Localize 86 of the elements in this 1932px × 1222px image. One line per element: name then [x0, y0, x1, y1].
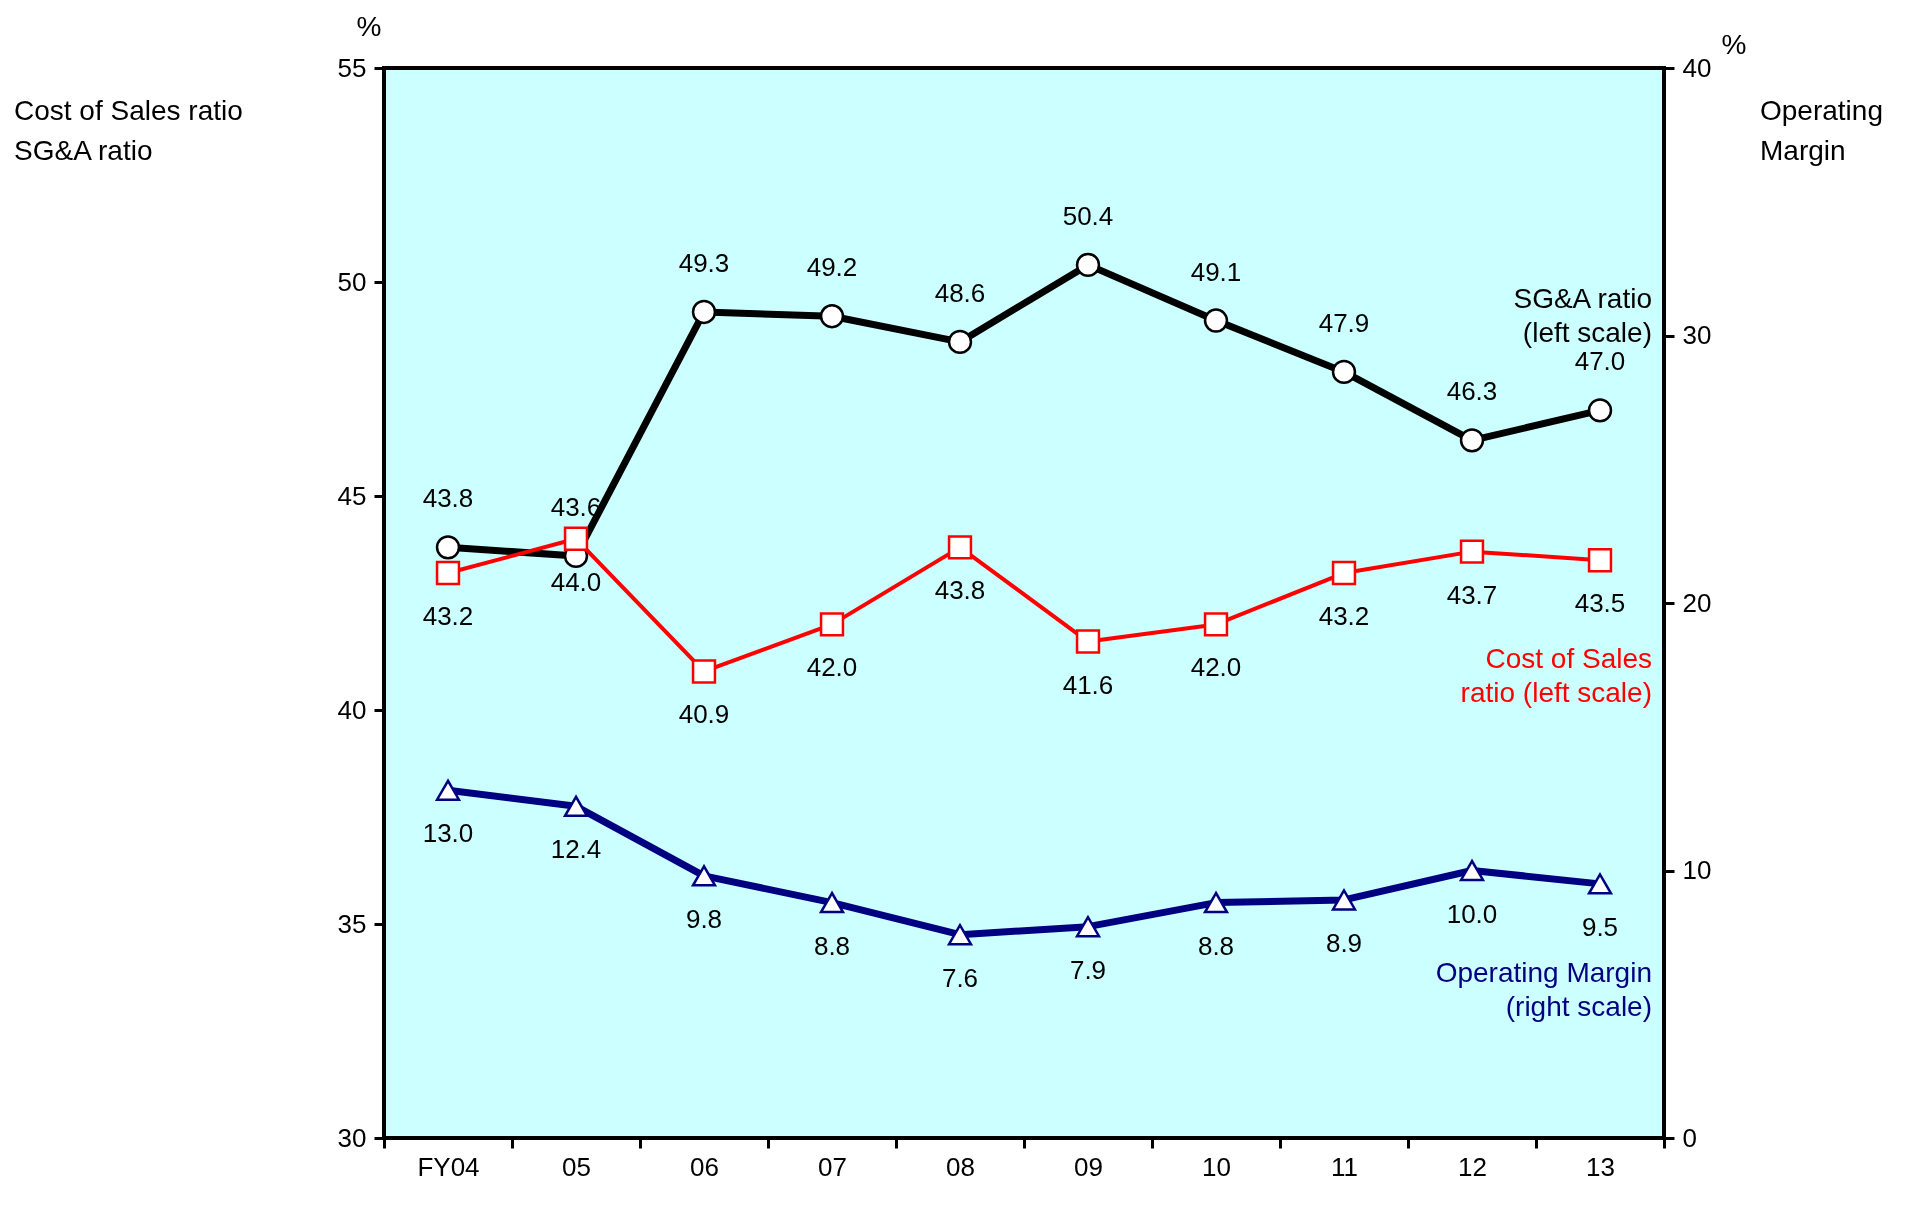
data-label: 13.0 [422, 818, 474, 849]
point [1203, 308, 1229, 333]
point [563, 526, 589, 551]
data-label: 10.0 [1446, 898, 1498, 929]
point [435, 779, 461, 801]
data-label: 48.6 [934, 277, 986, 308]
data-label: 46.3 [1446, 376, 1498, 407]
data-label: 43.8 [422, 483, 474, 514]
x-tick-label: FY04 [417, 1151, 480, 1182]
point [1331, 359, 1357, 385]
y-tick-label: 50 [337, 266, 367, 297]
point [691, 865, 717, 887]
x-tick-label: 07 [818, 1151, 847, 1182]
point [1203, 612, 1229, 637]
text: Operating Margin (right scale) [1435, 956, 1652, 1022]
data-label: 41.6 [1062, 669, 1114, 700]
x-tick-label: 11 [1331, 1151, 1358, 1182]
x-tick-label: 06 [690, 1151, 719, 1182]
data-label: 43.8 [934, 575, 986, 606]
x-tick-label: 08 [946, 1151, 975, 1182]
point [1587, 873, 1613, 895]
point [691, 659, 717, 684]
x-tick-label: 10 [1202, 1151, 1231, 1182]
point [1331, 560, 1357, 586]
y2-tick-label: 40 [1682, 52, 1712, 83]
point [819, 891, 845, 914]
point [947, 329, 973, 355]
point [563, 795, 589, 818]
x-tick-label: 13 [1586, 1151, 1615, 1182]
y-tick-label: 45 [337, 480, 367, 511]
data-label: 43.2 [422, 601, 474, 632]
data-label: 7.9 [1069, 954, 1107, 985]
point [435, 560, 461, 586]
y-tick-label: 40 [337, 694, 367, 725]
data-label: 49.2 [806, 252, 858, 283]
y-tick-label: 55 [337, 52, 367, 83]
y2-tick-label: 20 [1682, 587, 1712, 618]
y2-tick-label: 10 [1682, 855, 1712, 885]
point [1331, 889, 1357, 911]
text: SG&A ratio (left scale) [1513, 283, 1652, 349]
data-label: 43.5 [1574, 588, 1626, 619]
data-label: 49.1 [1190, 256, 1242, 287]
point [1075, 915, 1101, 938]
y-tick-label: 30 [337, 1122, 367, 1153]
y2-tick-label: 0 [1682, 1122, 1697, 1153]
point [819, 304, 845, 329]
point [1203, 891, 1229, 914]
point [1587, 398, 1613, 423]
point [1075, 252, 1101, 278]
data-label: 49.3 [678, 247, 730, 278]
x-tick-label: 12 [1458, 1151, 1487, 1182]
data-label: 47.9 [1318, 307, 1370, 338]
data-label: 8.8 [1197, 930, 1235, 961]
data-label: 12.4 [550, 834, 602, 865]
data-label: 47.0 [1574, 346, 1626, 377]
text: Cost of Sales ratio (left scale) [1460, 643, 1652, 709]
point [1459, 428, 1485, 453]
point [1459, 859, 1485, 882]
x-tick-label: 05 [562, 1151, 591, 1182]
data-label: 42.0 [1190, 652, 1242, 683]
text: % [356, 11, 382, 42]
data-label: 42.0 [806, 652, 858, 683]
y-tick-label: 35 [337, 908, 367, 939]
point [1587, 548, 1613, 573]
point [947, 923, 973, 946]
data-label: 9.8 [685, 903, 723, 934]
point [1075, 629, 1101, 654]
data-label: 44.0 [550, 566, 602, 597]
data-label: 9.5 [1581, 911, 1619, 942]
y-axis-title: Cost of Sales ratio SG&A ratio [14, 95, 243, 166]
data-label: 50.4 [1062, 200, 1114, 231]
point [819, 612, 845, 637]
data-label: 8.8 [813, 930, 851, 961]
point [691, 299, 717, 325]
point [1459, 539, 1485, 564]
x-tick-label: 09 [1074, 1151, 1103, 1182]
data-label: 7.6 [941, 962, 979, 993]
data-label: 40.9 [678, 699, 730, 730]
y2-axis-title: Operating Margin [1760, 95, 1883, 166]
data-label: 43.2 [1318, 601, 1370, 632]
point [435, 535, 461, 560]
text: % [1721, 29, 1747, 60]
point [947, 535, 973, 560]
data-label: 43.7 [1446, 579, 1498, 610]
y2-tick-label: 30 [1682, 320, 1712, 350]
data-label: 8.9 [1325, 927, 1363, 958]
